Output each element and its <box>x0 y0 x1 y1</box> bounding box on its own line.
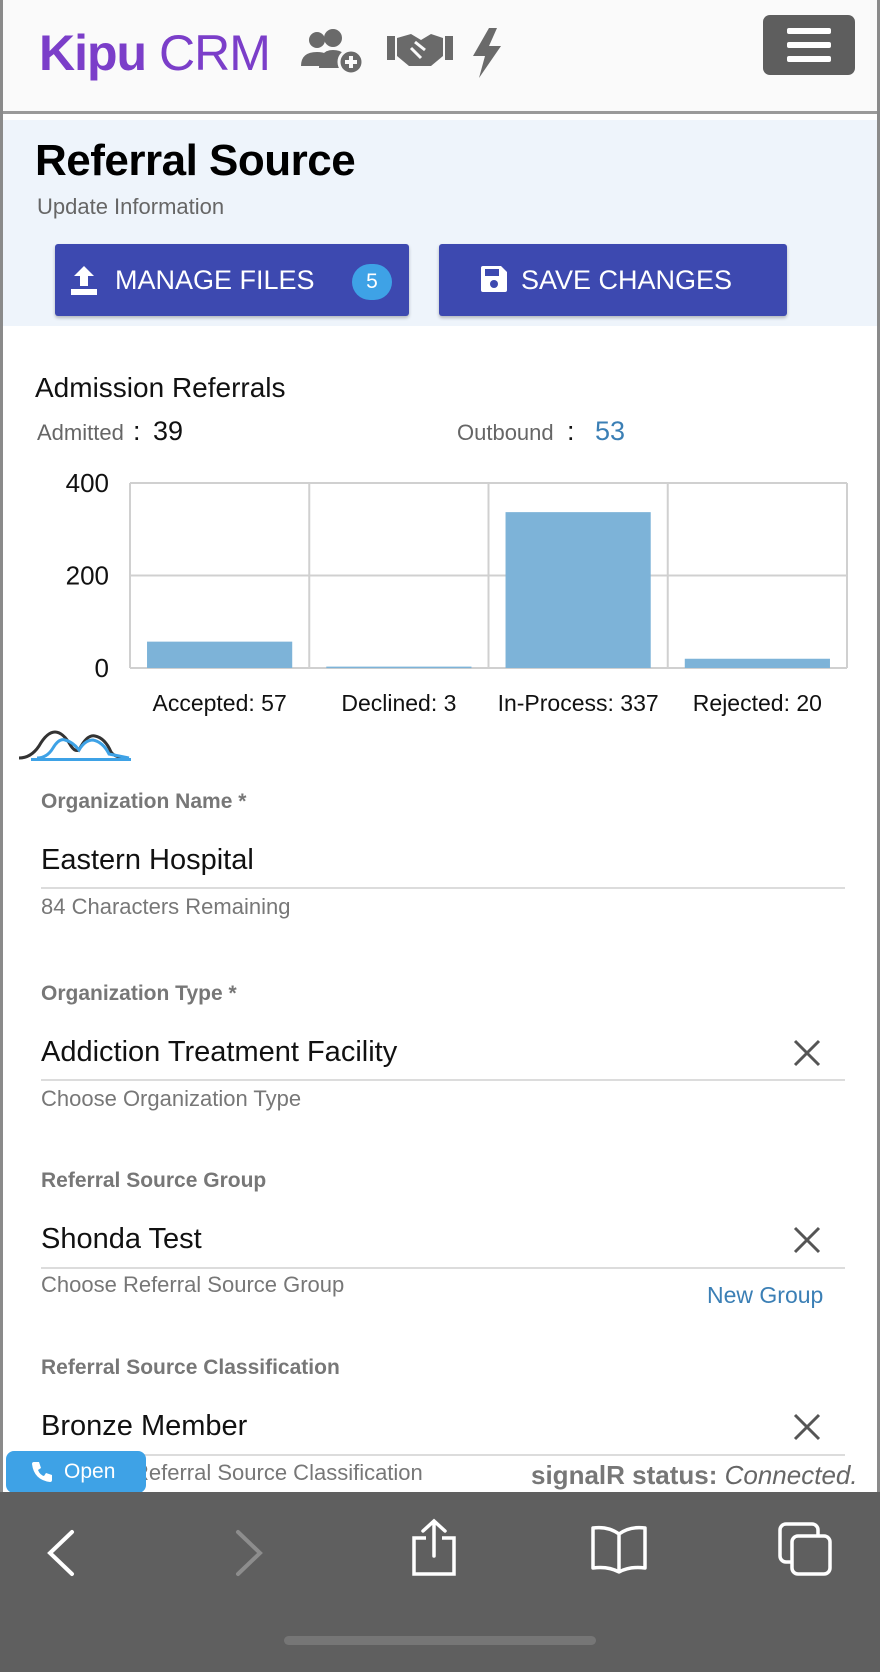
org-type-underline <box>41 1079 845 1081</box>
y-tick-label: 0 <box>95 653 109 683</box>
org-type-hint: Choose Organization Type <box>41 1086 302 1111</box>
logo-crm: CRM <box>146 25 271 81</box>
outbound-separator: : <box>567 416 575 446</box>
page-subtitle: Update Information <box>37 194 225 219</box>
back-icon[interactable] <box>44 1528 76 1578</box>
group-label: Referral Source Group <box>41 1169 267 1192</box>
y-tick-label: 200 <box>66 561 109 591</box>
org-name-hint: 84 Characters Remaining <box>41 894 291 919</box>
classification-label: Referral Source Classification <box>41 1356 340 1379</box>
page-header: Referral Source Update Information MANAG… <box>3 120 877 326</box>
x-tick-label: Accepted: 57 <box>152 690 286 716</box>
manage-files-button[interactable]: MANAGE FILES 5 <box>55 244 409 316</box>
outbound-value[interactable]: 53 <box>595 416 626 446</box>
add-user-icon[interactable] <box>299 28 367 78</box>
tabs-icon[interactable] <box>778 1522 832 1576</box>
clear-classification-icon[interactable] <box>791 1411 823 1443</box>
home-indicator <box>284 1636 596 1645</box>
lightning-icon[interactable] <box>469 28 505 78</box>
x-tick-label: In-Process: 337 <box>498 690 659 716</box>
upload-icon <box>71 266 97 295</box>
hamburger-menu-button[interactable] <box>763 15 855 75</box>
org-name-label: Organization Name * <box>41 790 247 813</box>
chart-bar[interactable] <box>505 512 651 668</box>
signalr-status-value: Connected. <box>724 1460 858 1490</box>
classification-underline <box>41 1454 845 1456</box>
signalr-status-label: signalR status: <box>531 1460 718 1490</box>
handshake-icon[interactable] <box>387 28 453 72</box>
manage-files-label: MANAGE FILES <box>115 264 315 295</box>
org-type-select[interactable]: Addiction Treatment Facility <box>41 1036 398 1068</box>
group-underline <box>41 1267 845 1269</box>
chart-bar[interactable] <box>684 658 830 668</box>
new-group-link[interactable]: New Group <box>707 1282 824 1308</box>
top-nav: Kipu CRM <box>3 0 877 114</box>
admitted-separator: : <box>133 416 141 446</box>
share-icon[interactable] <box>410 1518 458 1578</box>
browser-toolbar <box>0 1492 880 1672</box>
x-tick-label: Declined: 3 <box>341 690 456 716</box>
app-logo[interactable]: Kipu CRM <box>39 24 271 82</box>
save-changes-button[interactable]: SAVE CHANGES <box>439 244 787 316</box>
signalr-status: signalR status: Connected. <box>531 1460 858 1491</box>
clear-group-icon[interactable] <box>791 1224 823 1256</box>
classification-hint: Referral Source Classification <box>133 1460 423 1485</box>
files-count-badge: 5 <box>352 264 392 300</box>
forward-icon[interactable] <box>234 1528 266 1578</box>
org-name-underline <box>41 887 845 889</box>
kipu-wave-icon <box>18 730 131 761</box>
org-name-input[interactable]: Eastern Hospital <box>41 844 254 876</box>
admitted-value: 39 <box>153 416 184 446</box>
admission-referrals-title: Admission Referrals <box>35 372 286 403</box>
admission-referrals-chart: 0 200 400 Accepted: 57 Declined: 3 In-Proces… <box>66 468 848 716</box>
app-frame: Kipu CRM Referral Source Update I <box>0 0 880 1492</box>
admitted-label: Admitted <box>37 420 124 445</box>
y-tick-label: 400 <box>66 468 109 498</box>
group-hint: Choose Referral Source Group <box>41 1272 345 1297</box>
bookmarks-icon[interactable] <box>590 1524 648 1574</box>
open-label: Open <box>64 1460 116 1483</box>
chart-bar[interactable] <box>147 641 293 668</box>
page-title: Referral Source <box>35 136 356 185</box>
save-changes-label: SAVE CHANGES <box>521 264 733 295</box>
save-icon <box>481 266 507 292</box>
group-select[interactable]: Shonda Test <box>41 1223 202 1255</box>
open-phone-button[interactable]: Open <box>6 1451 146 1492</box>
x-tick-label: Rejected: 20 <box>693 690 822 716</box>
chart-bar[interactable] <box>326 666 472 669</box>
logo-kipu: Kipu <box>39 25 147 81</box>
classification-select[interactable]: Bronze Member <box>41 1410 248 1442</box>
phone-icon <box>32 1462 52 1482</box>
outbound-label: Outbound <box>457 420 554 445</box>
org-type-label: Organization Type * <box>41 982 237 1005</box>
clear-org-type-icon[interactable] <box>791 1037 823 1069</box>
